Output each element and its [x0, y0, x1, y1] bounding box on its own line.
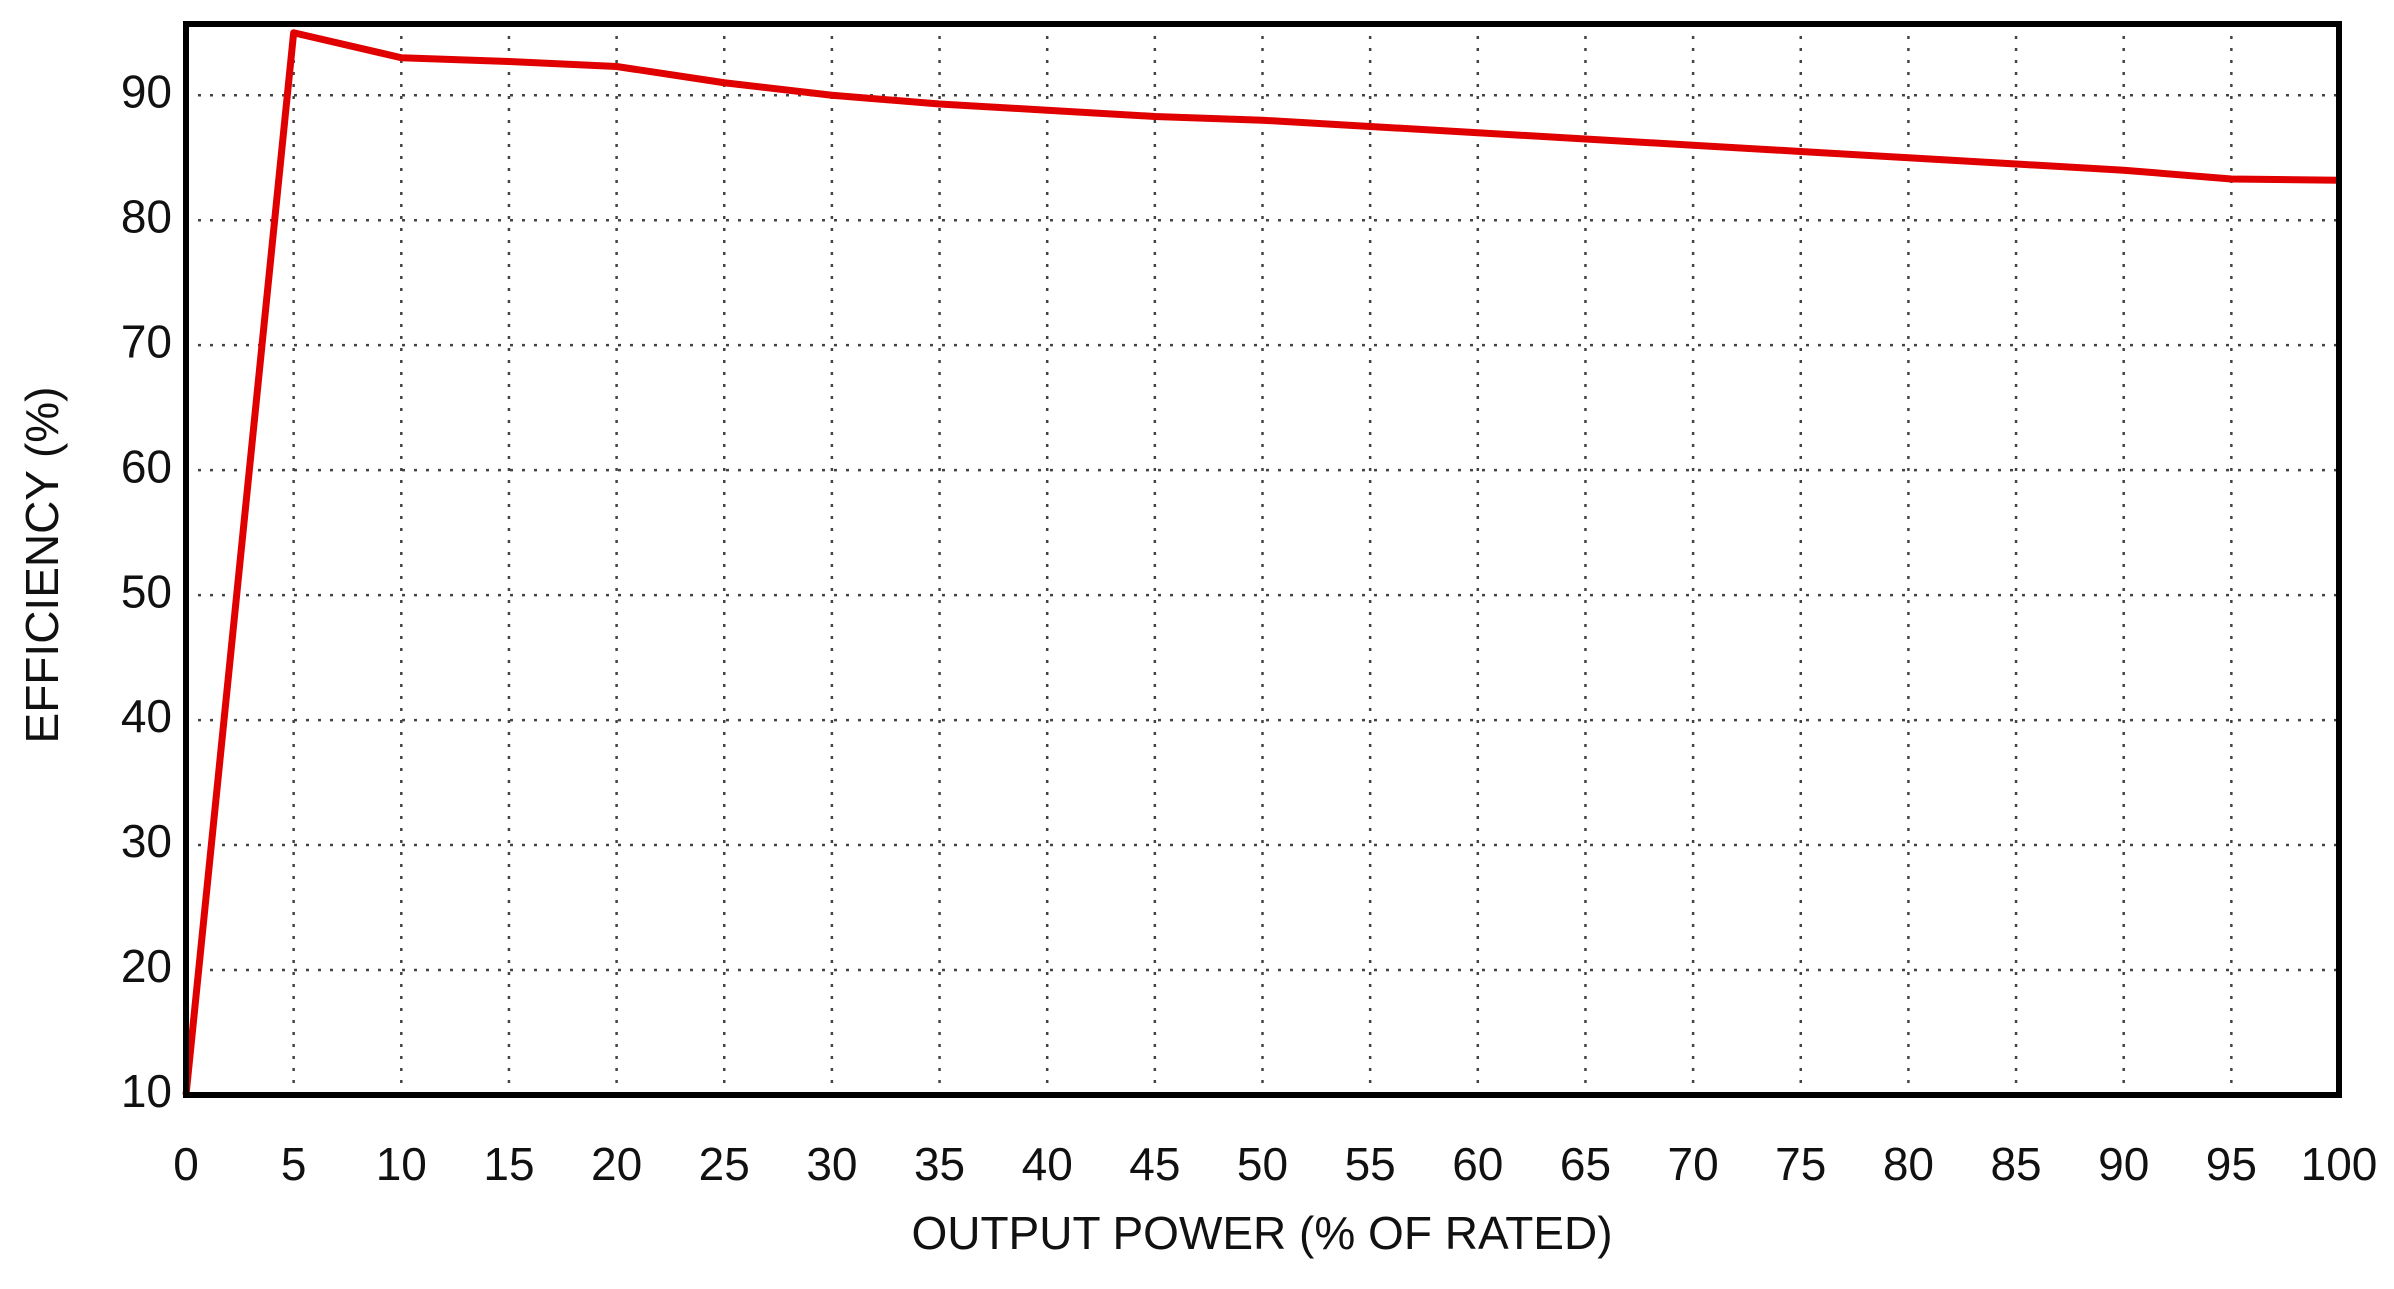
x-tick-label: 65 — [1560, 1138, 1611, 1190]
x-tick-label: 60 — [1452, 1138, 1503, 1190]
plot-frame — [183, 21, 2342, 1098]
x-tick-label: 70 — [1668, 1138, 1719, 1190]
x-tick-label: 85 — [1990, 1138, 2041, 1190]
x-tick-label: 15 — [483, 1138, 534, 1190]
x-tick-label: 35 — [914, 1138, 965, 1190]
x-tick-label: 75 — [1775, 1138, 1826, 1190]
x-tick-label: 50 — [1237, 1138, 1288, 1190]
x-tick-label: 55 — [1345, 1138, 1396, 1190]
y-tick-label: 90 — [121, 65, 172, 117]
x-tick-label: 100 — [2301, 1138, 2378, 1190]
series-line — [182, 29, 2340, 1096]
x-tick-label: 5 — [281, 1138, 307, 1190]
x-tick-label: 10 — [376, 1138, 427, 1190]
x-tick-label: 95 — [2206, 1138, 2257, 1190]
x-tick-label: 40 — [1022, 1138, 1073, 1190]
y-tick-label: 30 — [121, 815, 172, 867]
y-tick-label: 40 — [121, 690, 172, 742]
y-tick-label: 20 — [121, 940, 172, 992]
x-tick-label: 25 — [699, 1138, 750, 1190]
plot-area — [182, 29, 2340, 1096]
y-tick-label: 50 — [121, 565, 172, 617]
y-axis-label: EFFICIENCY (%) — [16, 387, 68, 744]
y-tick-label: 70 — [121, 315, 172, 367]
x-axis-label: OUTPUT POWER (% OF RATED) — [911, 1207, 1612, 1259]
y-tick-label: 80 — [121, 190, 172, 242]
x-tick-label: 90 — [2098, 1138, 2149, 1190]
y-tick-label: 60 — [121, 440, 172, 492]
y-tick-label: 10 — [121, 1065, 172, 1117]
x-tick-label: 80 — [1883, 1138, 1934, 1190]
grid — [184, 24, 2341, 1097]
x-tick-label: 20 — [591, 1138, 642, 1190]
x-tick-label: 30 — [806, 1138, 857, 1190]
x-tick-label: 0 — [173, 1138, 199, 1190]
x-tick-label: 45 — [1129, 1138, 1180, 1190]
